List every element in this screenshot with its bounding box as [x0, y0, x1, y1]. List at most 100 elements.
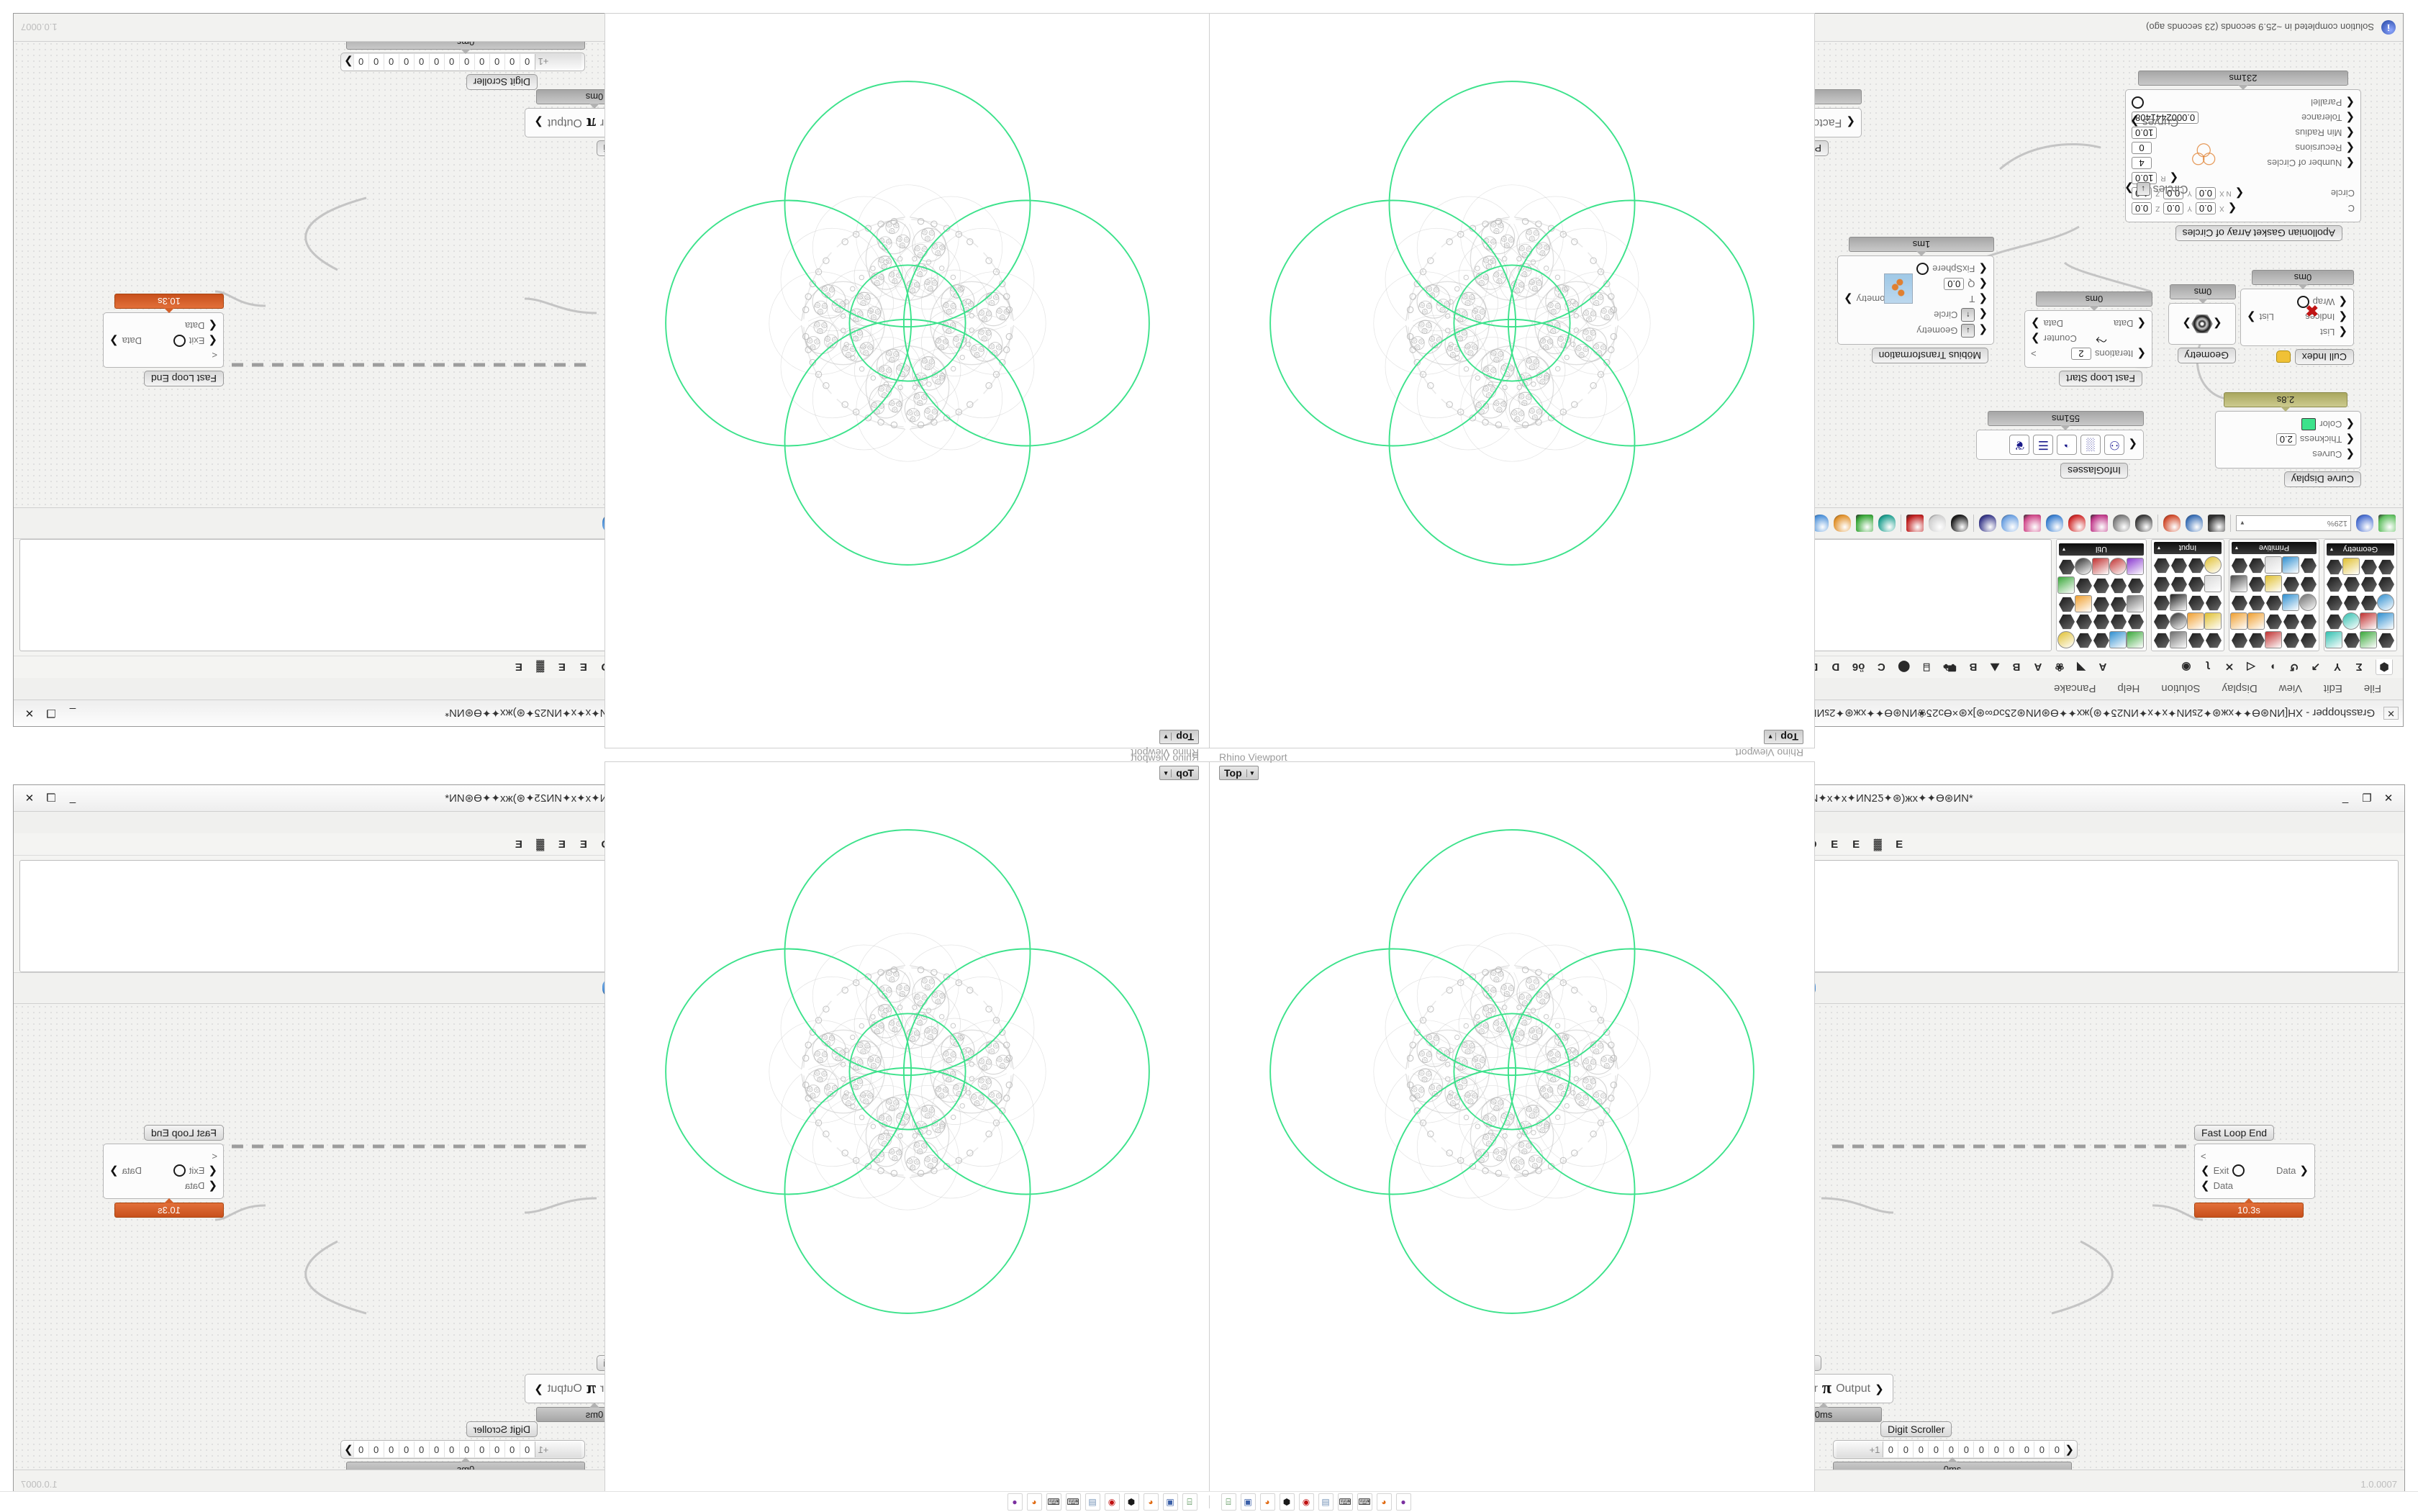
- component-icon[interactable]: [2249, 576, 2265, 592]
- component-icon[interactable]: [2249, 595, 2265, 611]
- component-icon[interactable]: [2154, 576, 2170, 592]
- component-icon[interactable]: [2059, 597, 2075, 612]
- input-port-icon[interactable]: ❮: [208, 335, 217, 347]
- rhino-viewport-top-left[interactable]: [604, 13, 1210, 748]
- blob-icon[interactable]: ❦: [2009, 435, 2030, 455]
- component-icon[interactable]: [2059, 559, 2075, 575]
- node-caption-cull-index[interactable]: Cull Index: [2294, 349, 2354, 365]
- shade-red-icon[interactable]: [1906, 515, 1924, 532]
- node-caption-digit-scroller[interactable]: Digit Scroller: [466, 74, 538, 90]
- close-button[interactable]: ✕: [24, 707, 35, 719]
- profiler-icon[interactable]: [2113, 515, 2130, 532]
- param-value[interactable]: 0.0: [2163, 202, 2184, 215]
- component-icon[interactable]: [2327, 576, 2342, 592]
- digit-cell[interactable]: 0: [504, 1441, 520, 1457]
- input-port-icon[interactable]: ❮: [2345, 96, 2355, 109]
- save-file-icon[interactable]: [2356, 515, 2373, 532]
- input-port-icon[interactable]: ❮: [2345, 448, 2355, 461]
- digit-cell[interactable]: 0: [368, 1441, 384, 1457]
- rhino-viewport-bottom-right[interactable]: [1209, 761, 1815, 1497]
- component-icon[interactable]: [2093, 614, 2109, 630]
- node-caption-digit-scroller[interactable]: Digit Scroller: [1880, 1421, 1952, 1437]
- taskbar-code-icon[interactable]: ⌨: [1357, 1493, 1372, 1511]
- grid-icon[interactable]: ░: [2080, 435, 2101, 455]
- component-icon[interactable]: [2282, 556, 2299, 574]
- param-value[interactable]: 0.0: [2195, 202, 2216, 215]
- digit-cell[interactable]: 0: [1989, 1441, 2005, 1457]
- digit-cell[interactable]: 0: [443, 1441, 459, 1457]
- param-value[interactable]: 4: [2132, 157, 2152, 170]
- component-icon[interactable]: [2325, 631, 2342, 648]
- component-icon[interactable]: [2188, 576, 2204, 592]
- output-port-icon[interactable]: ❯: [2247, 311, 2256, 323]
- taskbar-grasshopper-icon[interactable]: ⬢: [1279, 1493, 1295, 1511]
- viewport-view-dropdown[interactable]: Top ▾: [1159, 730, 1199, 744]
- input-port-icon[interactable]: ❮: [2345, 142, 2355, 154]
- taskbar-rhino-icon[interactable]: ◉: [1298, 1493, 1314, 1511]
- menu-item-display[interactable]: Display: [2222, 682, 2258, 695]
- node-caption-info-glasses[interactable]: InfoGlasses: [2060, 463, 2128, 479]
- preview-icon[interactable]: [2186, 515, 2203, 532]
- ribbon-tab-extra[interactable]: D: [1831, 661, 1840, 674]
- component-icon[interactable]: [2154, 558, 2170, 574]
- component-icon[interactable]: [2111, 578, 2127, 594]
- component-icon[interactable]: [2057, 576, 2075, 594]
- component-icon[interactable]: [2344, 576, 2360, 592]
- component-icon[interactable]: [2171, 576, 2187, 592]
- ribbon-tab-extra[interactable]: E: [579, 838, 587, 851]
- digit-cell[interactable]: 0: [1974, 1441, 1990, 1457]
- component-icon[interactable]: [2170, 612, 2187, 630]
- component-icon[interactable]: [2249, 633, 2265, 648]
- param-value[interactable]: 0.0: [2195, 187, 2216, 200]
- digit-cell[interactable]: 0: [474, 1441, 489, 1457]
- digit-cell[interactable]: 0: [489, 1441, 504, 1457]
- digit-cell[interactable]: 0: [443, 54, 459, 70]
- output-port-icon[interactable]: ❯: [1844, 293, 1853, 305]
- digit-cell[interactable]: 0: [519, 54, 535, 70]
- menu-item-solution[interactable]: Solution: [2161, 682, 2201, 695]
- component-icon[interactable]: [2111, 597, 2127, 612]
- taskbar-code-icon[interactable]: ⌨: [1337, 1493, 1353, 1511]
- digit-cell[interactable]: 0: [1929, 1441, 1944, 1457]
- ribbon-tab-transform-tab[interactable]: ʅ: [2206, 661, 2210, 674]
- input-port-icon[interactable]: ❮: [2213, 317, 2222, 330]
- boolean-toggle[interactable]: [2132, 96, 2144, 109]
- zoom-level-input[interactable]: 129% ▼: [2236, 515, 2351, 531]
- palette-label-util[interactable]: Util ▾: [2059, 543, 2144, 556]
- maximize-button[interactable]: ❐: [46, 707, 56, 719]
- input-port-icon[interactable]: ❮: [2201, 1180, 2210, 1192]
- ribbon-tab-extra[interactable]: ⛰: [1990, 661, 2000, 674]
- component-icon[interactable]: [2170, 594, 2187, 611]
- exit-toggle[interactable]: [2232, 1164, 2245, 1177]
- ribbon-tab-extra[interactable]: E: [1896, 838, 1903, 851]
- digit-cell[interactable]: 0: [398, 1441, 414, 1457]
- input-port-icon[interactable]: ❮: [1978, 324, 1988, 337]
- digit-cell[interactable]: 0: [2034, 1441, 2050, 1457]
- input-port-icon[interactable]: ❮: [1978, 308, 1988, 321]
- component-icon[interactable]: [2360, 631, 2377, 648]
- ribbon-tab-vector-tab[interactable]: ↗: [2311, 661, 2321, 673]
- ribbon-tab-extra[interactable]: E: [1852, 838, 1860, 851]
- component-icon[interactable]: [2301, 576, 2317, 592]
- taskbar-notepad-icon[interactable]: ▤: [1318, 1493, 1333, 1511]
- maximize-button[interactable]: ❐: [2362, 792, 2372, 805]
- taskbar-code-icon[interactable]: ⌨: [1046, 1493, 1061, 1511]
- input-port-icon[interactable]: ❮: [2338, 311, 2347, 323]
- ribbon-tab-curve-tab[interactable]: ↺: [2289, 661, 2299, 673]
- taskbar-save-icon[interactable]: ▣: [1240, 1493, 1256, 1511]
- output-port-icon[interactable]: ❯: [534, 1382, 543, 1395]
- input-port-icon[interactable]: ❮: [1978, 278, 1988, 290]
- input-port-icon[interactable]: ❮: [2227, 202, 2237, 214]
- node-caption-fast-loop-start[interactable]: Fast Loop Start: [2059, 371, 2142, 386]
- component-icon[interactable]: [2360, 612, 2377, 630]
- input-port-icon[interactable]: ❮: [2345, 433, 2355, 445]
- input-port-icon[interactable]: ❮: [2345, 418, 2355, 430]
- output-port-icon[interactable]: ❯: [2182, 317, 2191, 330]
- rhino-viewport-top-right[interactable]: [1209, 13, 1815, 748]
- minimize-button[interactable]: _: [69, 792, 76, 804]
- param-value[interactable]: 0: [2132, 142, 2152, 155]
- input-port-icon[interactable]: ❮: [2338, 326, 2347, 338]
- component-icon[interactable]: [2301, 633, 2317, 648]
- palette-label-input[interactable]: Input ▾: [2154, 542, 2222, 554]
- input-port-icon[interactable]: ❮: [1978, 263, 1988, 275]
